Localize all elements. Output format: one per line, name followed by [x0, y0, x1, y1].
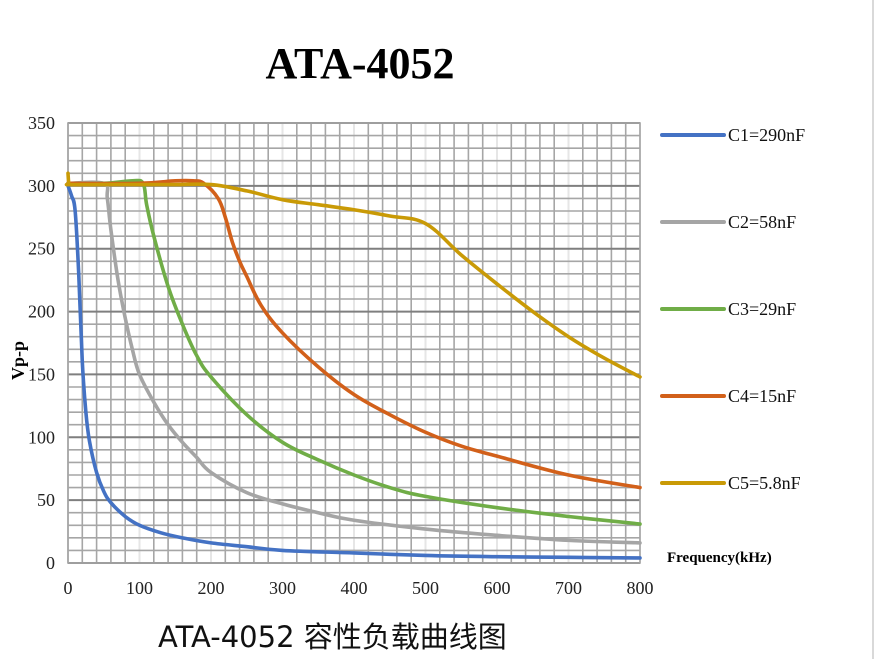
legend-item: C1=290nF	[660, 125, 805, 145]
legend-label: C4=15nF	[728, 386, 796, 406]
y-tick-label: 50	[37, 490, 55, 510]
x-tick-label: 800	[627, 578, 654, 598]
legend: C1=290nF C2=58nF C3=29nF C4=15nF C5=5.8nF	[660, 125, 805, 493]
x-tick-label: 600	[484, 578, 511, 598]
legend-item: C4=15nF	[660, 386, 796, 406]
plot-frame	[67, 122, 641, 564]
series-line-c1	[66, 184, 642, 560]
x-tick-label: 0	[64, 578, 73, 598]
y-tick-label: 150	[28, 364, 55, 384]
legend-label: C2=58nF	[728, 212, 796, 232]
x-tick-label: 500	[412, 578, 439, 598]
chart-title: ATA-4052	[265, 39, 455, 88]
y-tick-label: 250	[28, 239, 55, 259]
x-tick-label: 100	[126, 578, 153, 598]
x-tick-label: 300	[269, 578, 296, 598]
chart-caption: ATA-4052 容性负载曲线图	[158, 620, 507, 654]
series-curves	[64, 171, 642, 560]
series-line-c5	[64, 171, 642, 379]
y-tick-label: 350	[28, 113, 55, 133]
legend-label: C5=5.8nF	[728, 473, 801, 493]
legend-item: C2=58nF	[660, 212, 796, 232]
x-axis-label: Frequency(kHz)	[667, 550, 772, 566]
grid-lines	[67, 122, 641, 564]
legend-label: C3=29nF	[728, 299, 796, 319]
y-tick-label: 200	[28, 302, 55, 322]
y-axis-label: Vp-p	[8, 341, 28, 380]
legend-item: C5=5.8nF	[660, 473, 801, 493]
y-tick-label: 0	[46, 553, 55, 573]
x-tick-label: 400	[341, 578, 368, 598]
series-line-c4	[66, 178, 642, 490]
x-tick-label: 200	[198, 578, 225, 598]
x-axis-ticks: 0 100 200 300 400 500 600 700 800	[64, 578, 654, 598]
y-tick-label: 100	[28, 427, 55, 447]
y-tick-label: 300	[28, 176, 55, 196]
legend-item: C3=29nF	[660, 299, 796, 319]
y-axis-ticks: 0 50 100 150 200 250 300 350	[28, 113, 55, 573]
legend-label: C1=290nF	[728, 125, 805, 145]
right-border-line	[872, 0, 874, 659]
series-line-c2	[66, 180, 642, 545]
x-tick-label: 700	[555, 578, 582, 598]
